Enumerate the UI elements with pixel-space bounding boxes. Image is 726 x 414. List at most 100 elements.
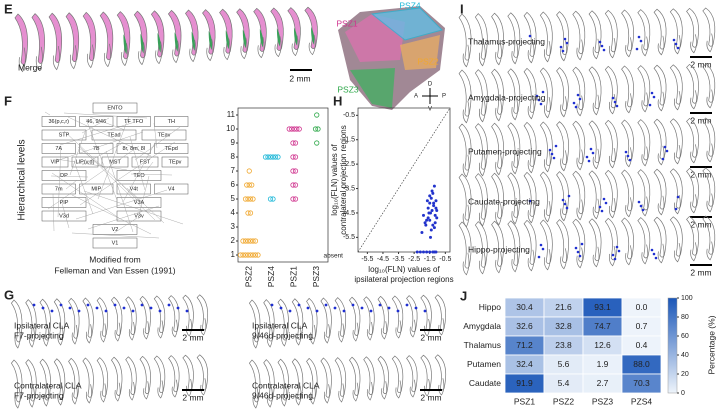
slice xyxy=(556,11,569,55)
area-box xyxy=(116,170,162,181)
point xyxy=(250,238,256,244)
slice-outline xyxy=(324,324,330,344)
slice-outline xyxy=(223,38,231,61)
cell xyxy=(621,373,662,394)
label-dot xyxy=(113,303,117,307)
label-dot xyxy=(600,44,604,48)
y-tick-label: 4 xyxy=(231,208,236,217)
cell-label: 2.7 xyxy=(597,378,609,388)
slice-outline xyxy=(295,325,302,346)
point xyxy=(429,228,433,232)
point xyxy=(432,184,436,188)
slice xyxy=(25,359,37,402)
area-box xyxy=(101,156,129,168)
label-dot xyxy=(652,95,656,99)
slice-outline xyxy=(189,40,197,63)
slice xyxy=(686,215,699,256)
slice-outline xyxy=(543,200,551,223)
slice-outline xyxy=(366,381,373,401)
row-label: Hippo xyxy=(479,302,501,312)
slice-outline xyxy=(706,241,714,261)
label-dot xyxy=(598,205,602,209)
point xyxy=(432,226,436,230)
slice xyxy=(588,10,602,54)
point xyxy=(242,238,249,244)
label-dot xyxy=(68,306,72,310)
slice xyxy=(556,67,569,111)
point xyxy=(423,221,427,225)
slice-outline xyxy=(143,381,150,400)
slice xyxy=(523,67,537,113)
cell-label: 93.1 xyxy=(594,302,611,312)
label-dot xyxy=(306,306,310,310)
point xyxy=(314,140,320,146)
label-dot xyxy=(617,249,621,253)
x-tick-label: -4.5 xyxy=(377,256,389,263)
point xyxy=(262,154,269,160)
slice-outline xyxy=(560,248,567,270)
slice-outline xyxy=(266,387,273,408)
slice-outline xyxy=(352,382,359,402)
point xyxy=(296,126,302,132)
area-box xyxy=(71,156,99,168)
slice xyxy=(669,64,683,105)
label-dot xyxy=(288,309,292,313)
credit: Felleman and Van Essen (1991) xyxy=(54,265,175,275)
slice xyxy=(604,169,618,213)
point xyxy=(428,201,432,205)
slice-outline xyxy=(86,384,92,404)
slice xyxy=(139,355,151,395)
slice-outline xyxy=(338,383,345,403)
slice xyxy=(653,8,667,50)
connection xyxy=(55,131,144,162)
point xyxy=(294,126,300,132)
slice-outline xyxy=(281,326,288,347)
slice-outline xyxy=(543,40,551,63)
slice-outline xyxy=(511,98,519,121)
cell-label: 70.3 xyxy=(633,378,650,388)
row-label: Ipsilateral CLA xyxy=(252,320,308,330)
slice-outline xyxy=(18,47,26,73)
label-dot xyxy=(641,208,645,212)
slice xyxy=(474,173,488,220)
y-tick-label: 8 xyxy=(231,152,236,161)
point xyxy=(429,196,433,200)
slice-outline xyxy=(114,382,121,402)
slice xyxy=(702,167,716,207)
point xyxy=(290,140,296,146)
slice xyxy=(458,173,472,221)
x-axis-label: log₁₀(FLN) values of xyxy=(368,265,440,274)
label-dot xyxy=(615,104,619,108)
label-dot xyxy=(405,303,409,307)
connection xyxy=(69,131,86,176)
point xyxy=(426,206,430,210)
slice-outline xyxy=(495,251,502,274)
label-dot xyxy=(663,145,667,149)
area-box xyxy=(161,156,189,168)
slice-fill xyxy=(174,32,179,52)
slice-outline xyxy=(576,39,584,61)
label: Merge xyxy=(18,62,42,72)
point xyxy=(247,210,254,216)
area-label: MIP xyxy=(91,186,101,192)
area-label: 36(p,c,r) xyxy=(49,119,70,125)
slice-outline xyxy=(625,93,632,114)
area-label: DP xyxy=(60,173,68,179)
area-label: TEpd xyxy=(165,146,178,152)
scale-bar-label: 2 mm xyxy=(182,392,203,402)
slice-outline xyxy=(291,35,299,57)
area-box xyxy=(41,170,87,181)
slice-outline xyxy=(100,383,107,403)
label-dot xyxy=(587,159,591,163)
label-dot xyxy=(648,103,652,107)
label-dot xyxy=(550,152,554,156)
panel-letter: I xyxy=(460,1,464,16)
label-dot xyxy=(585,155,589,159)
row-label: F7-projecting xyxy=(14,390,64,400)
connection xyxy=(75,189,168,220)
point xyxy=(431,191,435,195)
connection xyxy=(105,150,134,233)
slice-outline xyxy=(381,321,388,340)
slice xyxy=(10,359,23,403)
slice-outline xyxy=(171,379,178,398)
